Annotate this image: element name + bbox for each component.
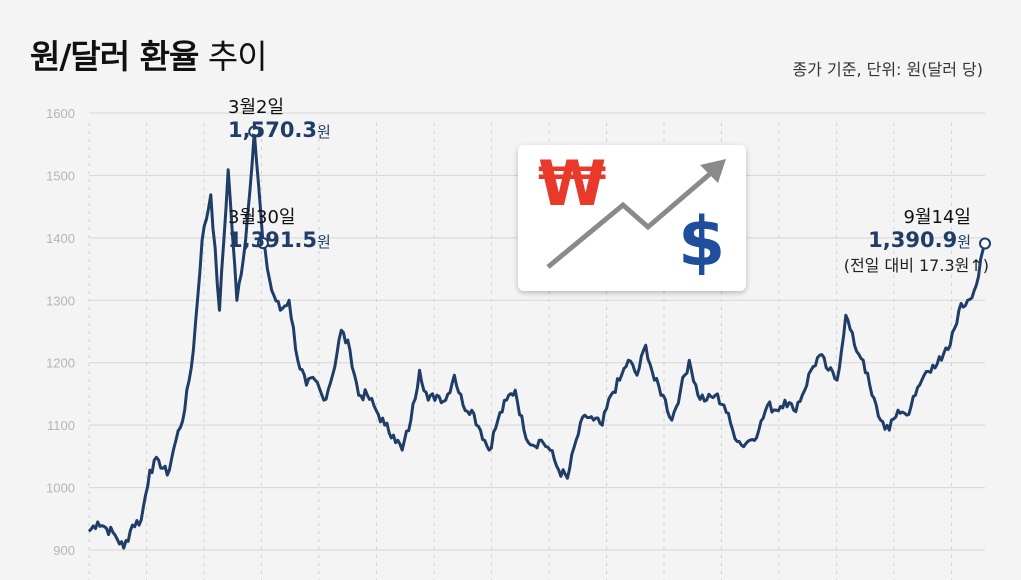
annotation-unit: 원 — [957, 233, 971, 251]
y-tick-label: 1100 — [47, 418, 75, 433]
annotation-date: 3월2일 — [228, 97, 285, 118]
annotation-latest: 9월14일 1,390.9원 (전일 대비 17.3원↑) — [844, 206, 989, 277]
annotation-unit: 원 — [317, 233, 331, 251]
annotation-march30: 3월30일 1,391.5원 — [228, 206, 331, 254]
annotation-change: (전일 대비 17.3원↑) — [843, 256, 989, 275]
y-tick-label: 1600 — [46, 106, 75, 121]
dollar-icon: $ — [678, 203, 726, 282]
exchange-rate-icon: ₩ $ — [518, 145, 746, 291]
highlight-point — [979, 237, 991, 250]
annotation-date: 3월30일 — [228, 207, 296, 228]
y-tick-label: 1500 — [46, 168, 75, 183]
annotation-unit: 원 — [317, 123, 331, 141]
won-icon: ₩ — [538, 147, 607, 220]
highlight-point — [248, 125, 261, 138]
title-light: 추이 — [207, 37, 268, 76]
annotation-value: 1,391.5 — [228, 228, 318, 252]
annotation-value: 1,570.3 — [228, 118, 318, 142]
y-tick-label: 1300 — [46, 293, 75, 308]
exchange-rate-line — [87, 130, 987, 550]
unit-note: 종가 기준, 단위: 원(달러 당) — [792, 60, 983, 79]
annotation-peak: 3월2일 1,570.3원 — [228, 96, 331, 144]
annotation-date: 9월14일 — [903, 207, 971, 228]
y-tick-label: 1000 — [46, 481, 75, 496]
highlight-point — [256, 237, 269, 250]
chart-title: 원/달러 환율 추이 — [30, 30, 268, 78]
y-tick-label: 1400 — [46, 231, 75, 246]
annotation-value: 1,390.9 — [868, 228, 958, 252]
y-tick-label: 900 — [53, 543, 75, 558]
trend-up-arrow-icon — [546, 159, 726, 269]
title-bold: 원/달러 환율 — [30, 37, 199, 76]
y-tick-label: 1200 — [46, 356, 75, 371]
